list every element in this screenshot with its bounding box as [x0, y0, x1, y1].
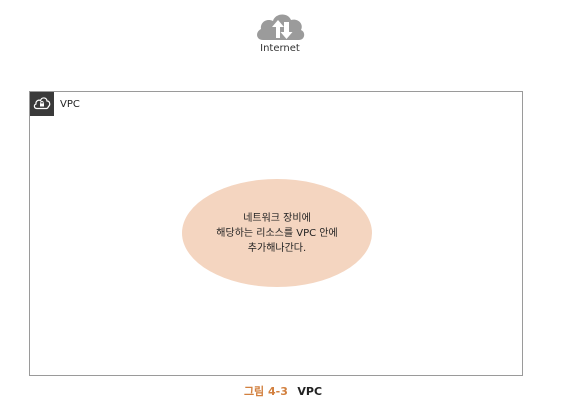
vpc-label: VPC: [60, 99, 80, 110]
ellipse-note-line: 네트워크 장비에: [243, 212, 311, 224]
ellipse-note: 네트워크 장비에 해당하는 리소스를 VPC 안에 추가해나간다.: [216, 211, 337, 256]
cloud-lock-icon: [33, 97, 51, 110]
resource-placeholder-ellipse: 네트워크 장비에 해당하는 리소스를 VPC 안에 추가해나간다.: [182, 179, 372, 287]
vpc-badge: [30, 92, 54, 116]
figure-title: VPC: [297, 385, 323, 398]
figure-number: 그림 4-3: [243, 385, 288, 398]
cloud-upload-download-icon: [257, 14, 305, 40]
ellipse-note-line: 추가해나간다.: [247, 242, 307, 254]
vpc-container: VPC 네트워크 장비에 해당하는 리소스를 VPC 안에 추가해나간다.: [29, 91, 523, 376]
ellipse-note-line: 해당하는 리소스를 VPC 안에: [216, 227, 338, 239]
internet-label: Internet: [260, 43, 300, 54]
figure-caption: 그림 4-3 VPC: [0, 383, 566, 399]
internet-node: Internet: [250, 10, 310, 58]
